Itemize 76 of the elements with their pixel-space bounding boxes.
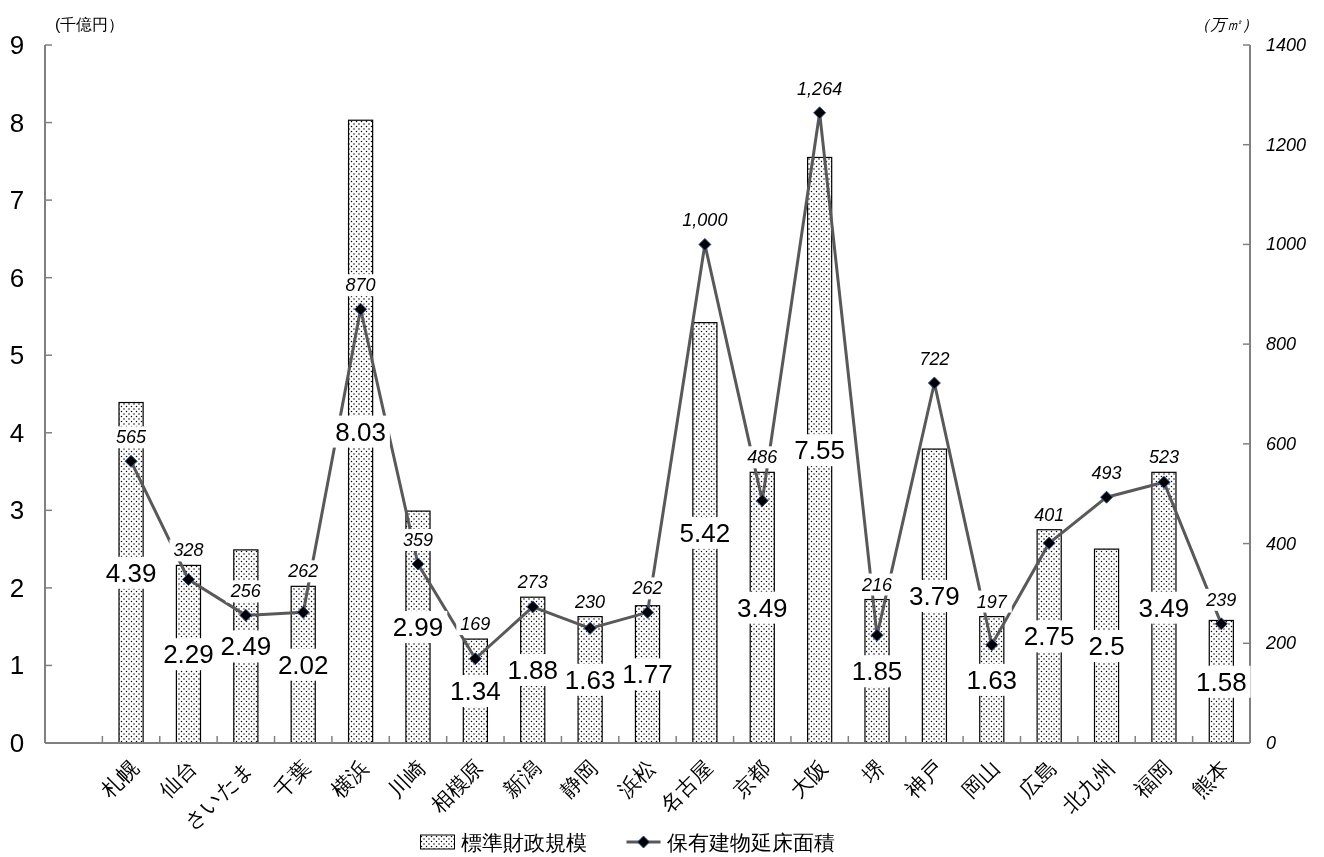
y2-tick-label: 200 [1265,633,1297,654]
data-label: 3.49 [1138,592,1190,623]
data-label: 1,264 [797,78,843,99]
x-tick-label: 新潟 [498,755,545,802]
data-label: 1.34 [450,676,501,707]
data-label: 328 [173,540,204,561]
y-tick-label: 5 [9,340,25,371]
data-label: 523 [1148,447,1179,468]
x-tick-label: 大阪 [785,755,832,802]
data-label: 401 [1034,504,1065,525]
x-tick-label: 千葉 [269,755,316,802]
data-label: 1.77 [622,659,673,690]
data-label: 870 [345,275,376,296]
data-label: 3.79 [909,581,960,612]
x-tick-label: 堺 [857,755,889,788]
data-label: 2.02 [277,649,329,680]
data-label: 565 [116,427,148,448]
y-tick-label: 4 [9,417,25,448]
data-label: 262 [631,578,663,599]
legend-label: 標準財政規模 [460,830,587,854]
y2-tick-label: 800 [1266,334,1297,355]
data-label: 5.42 [679,517,731,548]
data-label: 722 [919,349,950,370]
data-label: 3.49 [736,592,788,623]
y-tick-label: 0 [9,728,25,758]
y-tick-label: 1 [9,650,25,681]
x-tick-label: 熊本 [1187,755,1234,802]
data-label: 262 [287,561,319,582]
y2-tick-label: 0 [1266,733,1277,753]
y2-tick-label: 600 [1266,433,1297,454]
data-label: 8.03 [335,416,386,447]
data-label: 1.63 [966,664,1018,695]
data-label: 493 [1091,463,1122,484]
data-label: 2.75 [1023,621,1075,652]
data-label: 197 [976,591,1008,612]
y-tick-label: 8 [9,107,25,138]
y2-axis-title: （万㎡） [1194,16,1258,33]
y2-tick-label: 1400 [1266,35,1307,55]
y-tick-label: 9 [9,30,25,60]
y-axis-title: (千億円） [55,16,125,33]
data-label: 7.55 [794,435,845,466]
x-tick-label: 岡山 [957,755,1004,802]
y-tick-label: 2 [9,572,25,603]
y2-tick-label: 1200 [1266,134,1307,155]
data-label: 1.58 [1196,666,1247,697]
data-label: 273 [516,572,548,593]
data-label: 2.29 [163,639,214,670]
data-label: 1.85 [851,656,903,687]
x-tick-label: 京都 [728,755,775,802]
data-label: 239 [1205,589,1237,610]
y-tick-label: 3 [9,495,25,526]
data-label: 1,000 [682,210,728,231]
x-tick-label: 浜松 [613,755,660,802]
data-label: 216 [861,574,894,595]
x-tick-label: 静岡 [555,755,602,802]
data-label: 230 [574,591,606,612]
y-tick-label: 6 [9,262,25,293]
legend-label: 保有建物延床面積 [666,830,835,854]
data-label: 1.88 [507,655,559,686]
x-tick-label: 福岡 [1129,755,1176,802]
x-tick-label: 札幌 [96,755,143,802]
y2-tick-label: 400 [1266,533,1297,554]
data-label: 4.39 [105,557,157,588]
data-label: 486 [747,447,779,468]
data-label: 256 [229,581,262,602]
data-label: 2.49 [220,631,272,662]
data-label: 1.63 [564,664,616,695]
data-label: 169 [460,614,491,635]
x-tick-label: 神戸 [900,755,947,802]
x-tick-label: 横浜 [326,755,373,802]
data-label: 2.99 [392,612,444,643]
y2-tick-label: 1000 [1266,234,1307,255]
x-tick-label: 仙台 [154,755,201,802]
data-label: 2.5 [1088,631,1125,662]
data-label: 359 [402,530,433,551]
y-tick-label: 7 [9,185,25,216]
